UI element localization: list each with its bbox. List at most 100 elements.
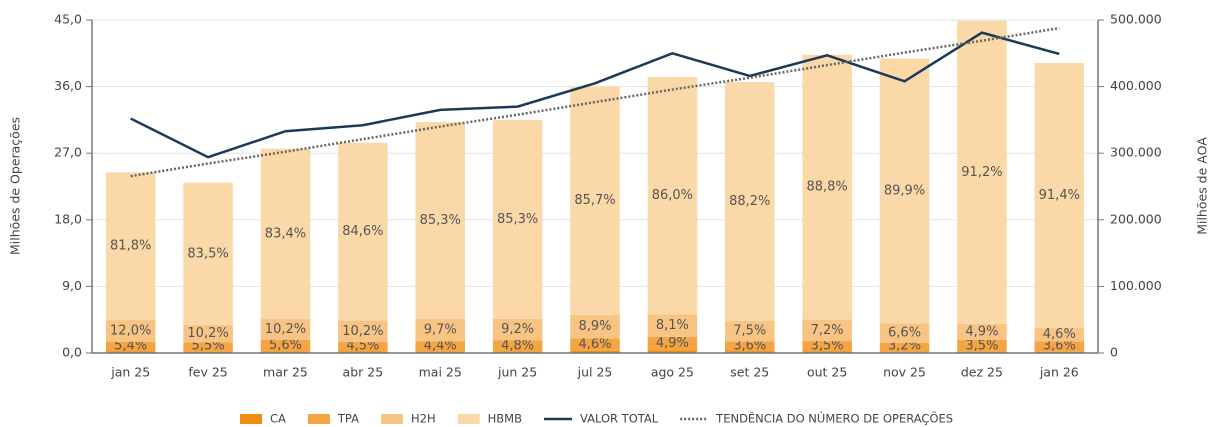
x-tick-label: ago 25	[651, 365, 694, 380]
x-tick-label: jul 25	[577, 365, 613, 380]
bar-segment	[1034, 341, 1085, 352]
bar-segment	[802, 319, 852, 342]
bar-segment	[957, 20, 1007, 324]
share-label: 7,2%	[811, 323, 844, 338]
x-tick-label: nov 25	[883, 365, 926, 380]
share-label: 8,1%	[656, 318, 689, 333]
bar-segment	[647, 350, 698, 353]
bar-segment	[879, 323, 930, 343]
share-label: 91,2%	[961, 165, 1002, 180]
bar-segment	[105, 320, 156, 342]
bar-segment	[957, 323, 1007, 341]
share-label: 89,9%	[884, 183, 925, 198]
bar-segment	[260, 319, 311, 340]
x-tick-label: mar 25	[263, 365, 308, 380]
share-label: 86,0%	[652, 188, 693, 203]
share-label: 88,8%	[806, 180, 847, 195]
share-label: 10,2%	[342, 324, 383, 339]
share-label: 5,6%	[269, 338, 302, 353]
bar-segment	[1034, 328, 1085, 342]
y2-tick-label: 200.000	[1110, 211, 1162, 226]
share-label: 8,9%	[578, 319, 611, 334]
share-label: 84,6%	[342, 224, 383, 239]
share-label: 5,4%	[114, 339, 147, 354]
legend-swatch	[457, 414, 480, 424]
bar-segment	[415, 319, 465, 342]
bar-segment	[492, 340, 543, 352]
x-tick-label: set 25	[730, 365, 769, 380]
bar-segment	[492, 351, 543, 353]
bar-segment	[338, 342, 388, 352]
legend-label: TPA	[337, 412, 359, 426]
bar-segment	[415, 341, 465, 352]
share-label: 4,6%	[578, 337, 611, 352]
bar-segment	[183, 324, 233, 343]
legend-swatch	[240, 414, 262, 424]
y-tick-label: 45,0	[54, 12, 82, 27]
bar-segment	[802, 54, 852, 320]
share-label: 83,5%	[187, 246, 228, 261]
bar-segment	[338, 142, 388, 321]
bar-segment	[647, 314, 698, 337]
bar-segment	[957, 340, 1007, 352]
share-label: 85,3%	[497, 212, 538, 227]
x-tick-label: abr 25	[343, 365, 384, 380]
bar-segment	[725, 351, 775, 353]
share-label: 9,2%	[501, 322, 534, 337]
y-tick-label: 27,0	[54, 145, 82, 160]
bar-segment	[183, 182, 233, 325]
bar-segment	[879, 342, 930, 353]
legend-label: VALOR TOTAL	[580, 412, 659, 426]
share-label: 12,0%	[110, 323, 151, 338]
share-label: 88,2%	[729, 194, 770, 209]
x-tick-label: jun 25	[497, 365, 537, 380]
y2-axis-label: Milhões de AOA	[1195, 137, 1210, 235]
share-label: 4,6%	[1043, 327, 1076, 342]
y2-tick-label: 0	[1110, 345, 1118, 360]
share-label: 10,2%	[187, 326, 228, 341]
bar-segment	[260, 148, 311, 320]
bar-segment	[570, 314, 620, 339]
bar-segment	[105, 172, 156, 321]
line	[130, 31, 1060, 159]
share-label: 4,9%	[656, 336, 689, 351]
y2-tick-label: 400.000	[1110, 78, 1162, 93]
bar-segment	[802, 341, 852, 352]
bar-segment	[570, 338, 620, 351]
share-label: 85,7%	[574, 193, 615, 208]
x-tick-label: mai 25	[419, 365, 462, 380]
share-label: 81,8%	[110, 239, 151, 254]
bar-segment	[105, 341, 156, 352]
share-label: 3,5%	[965, 338, 998, 353]
bar-segment	[725, 320, 775, 342]
y2-tick-label: 300.000	[1110, 145, 1162, 160]
x-tick-label: jan 26	[1039, 365, 1079, 380]
x-tick-label: out 25	[807, 365, 847, 380]
share-label: 3,6%	[1043, 339, 1076, 354]
x-tick-label: jan 25	[110, 365, 150, 380]
y-axis-label: Milhões de Operações	[8, 117, 23, 255]
legend-label: CA	[270, 412, 286, 426]
share-label: 3,6%	[733, 339, 766, 354]
legend-label: HBMB	[488, 412, 522, 426]
share-label: 7,5%	[733, 324, 766, 339]
bar-segment	[879, 58, 930, 324]
y2-tick-label: 100.000	[1110, 278, 1162, 293]
bar-segment	[183, 342, 233, 352]
share-label: 3,5%	[811, 339, 844, 354]
bar-segment	[492, 318, 543, 341]
legend-swatch	[307, 414, 330, 424]
y-tick-label: 9,0	[62, 278, 82, 293]
share-label: 6,6%	[888, 325, 921, 340]
share-label: 85,3%	[420, 213, 461, 228]
bar-segment	[725, 341, 775, 352]
bar-segment	[647, 76, 698, 315]
x-tick-label: fev 25	[188, 365, 227, 380]
bar-segment	[492, 119, 543, 319]
share-label: 4,9%	[965, 324, 998, 339]
bar-segment	[260, 351, 311, 353]
bar-segment	[570, 350, 620, 353]
share-label: 9,7%	[424, 323, 457, 338]
bar-segment	[415, 122, 465, 320]
